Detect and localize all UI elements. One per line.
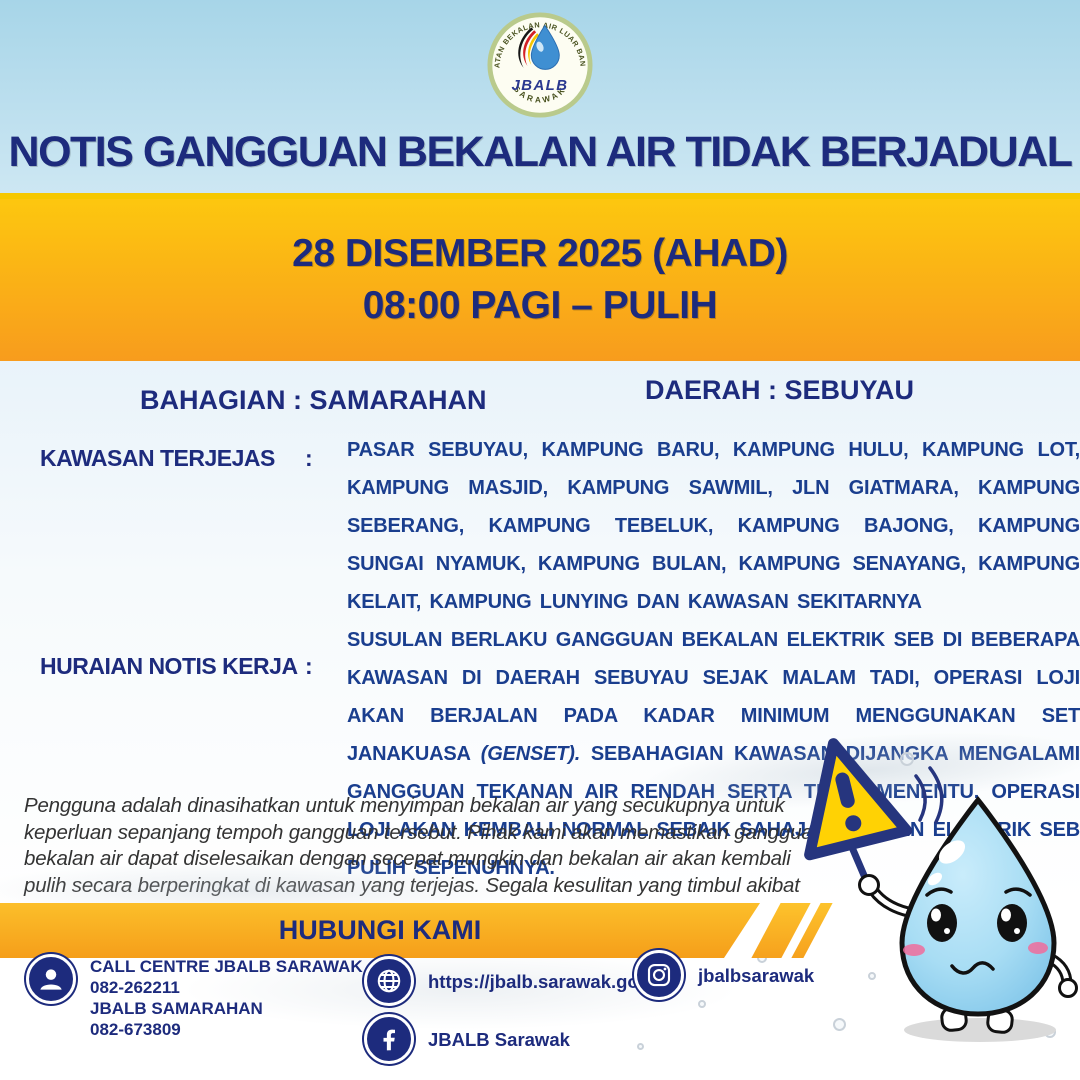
facebook-item: JBALB Sarawak bbox=[364, 1014, 570, 1064]
region-row: BAHAGIAN : SAMARAHAN DAERAH : SEBUYAU bbox=[0, 361, 1080, 427]
work-notice-text: SUSULAN BERLAKU GANGGUAN BEKALAN ELEKTRI… bbox=[347, 621, 1080, 887]
contact-section: CALL CENTRE JBALB SARAWAK 082-262211 JBA… bbox=[0, 948, 1080, 1080]
affected-areas-text: PASAR SEBUYAU, KAMPUNG BARU, KAMPUNG HUL… bbox=[347, 439, 1080, 613]
contact-heading: HUBUNGI KAMI bbox=[278, 915, 482, 945]
person-icon bbox=[26, 954, 76, 1004]
contact-banner: HUBUNGI KAMI bbox=[0, 903, 760, 958]
call-centre-name: CALL CENTRE JBALB SARAWAK bbox=[90, 957, 363, 976]
call-centre-phone: 082-262211 bbox=[90, 978, 180, 997]
date-banner: 28 DISEMBER 2025 (AHAD) 08:00 PAGI – PUL… bbox=[0, 193, 1080, 361]
bahagian-label: BAHAGIAN : SAMARAHAN bbox=[140, 385, 487, 415]
samarahan-office-phone: 082-673809 bbox=[90, 1020, 181, 1039]
instagram-icon bbox=[634, 950, 684, 1000]
globe-icon bbox=[364, 956, 414, 1006]
call-centre-lines: CALL CENTRE JBALB SARAWAK 082-262211 JBA… bbox=[90, 954, 363, 1040]
work-notice-text-part1: SUSULAN BERLAKU GANGGUAN BEKALAN ELEKTRI… bbox=[347, 629, 1080, 765]
jbalb-logo-image: JABATAN BEKALAN AIR LUAR BANDAR SARAWAK … bbox=[484, 5, 593, 118]
logo-acronym: JBALB bbox=[512, 77, 569, 94]
notice-body: BAHAGIAN : SAMARAHAN DAERAH : SEBUYAU KA… bbox=[0, 361, 1080, 923]
website-item: https://jbalb.sarawak.gov.my/ bbox=[364, 956, 685, 1006]
call-centre-item: CALL CENTRE JBALB SARAWAK 082-262211 JBA… bbox=[26, 954, 363, 1040]
website-url[interactable]: https://jbalb.sarawak.gov.my/ bbox=[428, 970, 685, 992]
work-notice-row: HURAIAN NOTIS KERJA : SUSULAN BERLAKU GA… bbox=[0, 621, 1080, 887]
work-notice-genset-italic: (GENSET). bbox=[480, 743, 581, 765]
facebook-icon bbox=[364, 1014, 414, 1064]
jbalb-logo: JABATAN BEKALAN AIR LUAR BANDAR SARAWAK … bbox=[484, 5, 593, 118]
daerah-label: DAERAH : SEBUYAU bbox=[645, 375, 915, 405]
affected-areas-colon: : bbox=[305, 445, 313, 471]
logo-swoosh bbox=[518, 27, 540, 68]
header-section: JABATAN BEKALAN AIR LUAR BANDAR SARAWAK … bbox=[0, 0, 1080, 193]
instagram-item: jbalbsarawak bbox=[634, 950, 814, 1000]
work-notice-text-part2: SEBAHAGIAN KAWASAN DIJANGKA MENGALAMI GA… bbox=[347, 743, 1080, 879]
samarahan-office-name: JBALB SAMARAHAN bbox=[90, 999, 263, 1018]
page-title: NOTIS GANGGUAN BEKALAN AIR TIDAK BERJADU… bbox=[8, 128, 1073, 176]
instagram-handle[interactable]: jbalbsarawak bbox=[698, 964, 815, 986]
facebook-handle[interactable]: JBALB Sarawak bbox=[428, 1028, 570, 1050]
work-notice-colon: : bbox=[305, 653, 313, 679]
affected-areas-row: KAWASAN TERJEJAS : PASAR SEBUYAU, KAMPUN… bbox=[0, 431, 1080, 621]
time-line: 08:00 PAGI – PULIH bbox=[362, 284, 718, 327]
date-line: 28 DISEMBER 2025 (AHAD) bbox=[292, 232, 788, 275]
work-notice-heading: HURAIAN NOTIS KERJA bbox=[40, 653, 298, 679]
affected-areas-heading: KAWASAN TERJEJAS bbox=[40, 445, 275, 471]
logo-water-drop bbox=[530, 24, 560, 70]
